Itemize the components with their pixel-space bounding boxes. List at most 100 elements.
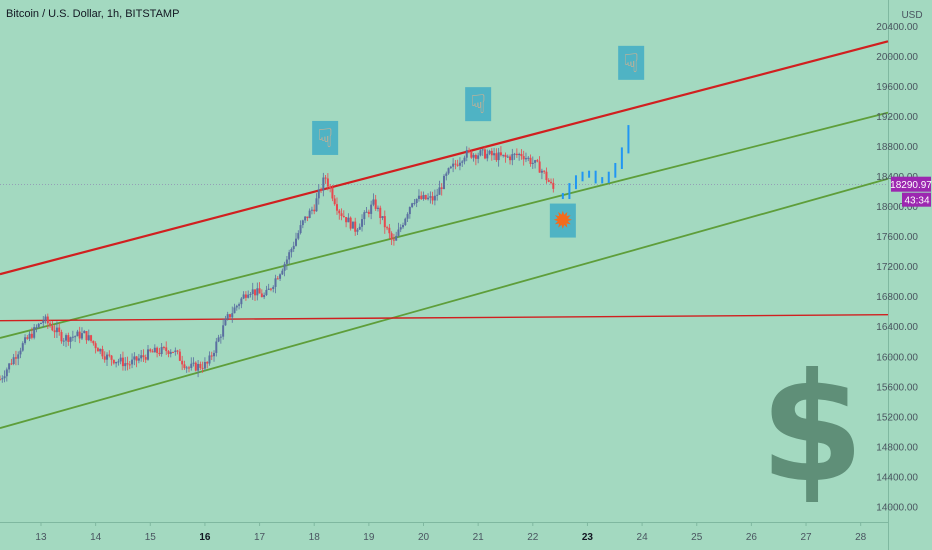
candle-body xyxy=(199,363,202,368)
y-tick-label: 14800.00 xyxy=(876,442,918,453)
candle-body xyxy=(513,153,516,155)
candle-body xyxy=(24,337,27,344)
pointing-hand-icon-box xyxy=(312,120,339,155)
candle-body xyxy=(431,196,434,201)
candle-body xyxy=(106,354,109,360)
candle-body xyxy=(522,156,525,160)
candle-body xyxy=(468,150,471,152)
candle-body xyxy=(115,361,118,364)
candle-body xyxy=(33,327,36,338)
dollar-sign-icon: $ xyxy=(760,342,864,516)
candle-body xyxy=(515,153,518,156)
candle-body xyxy=(285,259,288,264)
candle-body xyxy=(292,245,295,250)
y-tick-label: 15200.00 xyxy=(876,412,918,423)
projection-bar xyxy=(607,171,610,184)
candle-body xyxy=(235,305,238,308)
candle-body xyxy=(46,316,49,324)
candle-body xyxy=(44,316,47,321)
candle-body xyxy=(208,355,211,364)
candle-body xyxy=(461,161,464,163)
pointing-hand-icon: ☟ xyxy=(470,90,486,120)
candle-body xyxy=(140,355,143,359)
candle-body xyxy=(297,233,300,239)
candle-body xyxy=(162,347,165,349)
candle-body xyxy=(290,249,293,253)
candle-body xyxy=(424,195,427,200)
candle-body xyxy=(172,351,175,353)
candle-body xyxy=(94,343,97,349)
candle-body xyxy=(499,152,502,156)
candle-body xyxy=(224,318,227,326)
candle-body xyxy=(174,350,177,352)
candle-body xyxy=(83,331,86,334)
candle-body xyxy=(210,355,213,357)
candle-body xyxy=(495,153,498,161)
candle-body xyxy=(392,239,395,241)
candle-body xyxy=(540,170,543,173)
candle-body xyxy=(187,367,190,369)
candle-body xyxy=(8,363,11,370)
candle-body xyxy=(379,207,382,219)
candle-body xyxy=(288,252,291,260)
candle-body xyxy=(481,149,484,151)
candle-body xyxy=(65,335,68,341)
candle-body xyxy=(1,378,4,380)
candle-body xyxy=(39,323,42,325)
candle-body xyxy=(169,351,172,354)
candle-body xyxy=(397,229,400,236)
candle-body xyxy=(399,227,402,230)
candle-body xyxy=(244,294,247,298)
chart-title: Bitcoin / U.S. Dollar, 1h, BITSTAMP xyxy=(6,8,180,20)
candle-body xyxy=(240,298,243,305)
x-tick-label: 26 xyxy=(746,532,758,543)
candle-body xyxy=(283,263,286,271)
pointing-hand-icon-box xyxy=(618,45,645,80)
candle-body xyxy=(226,314,229,319)
candle-body xyxy=(509,156,512,161)
candle-body xyxy=(92,340,95,344)
candle-body xyxy=(335,204,338,211)
candle-body xyxy=(338,210,341,214)
candle-body xyxy=(167,351,170,354)
x-tick-label: 25 xyxy=(691,532,703,543)
projection-bar xyxy=(588,170,591,178)
candle-body xyxy=(124,363,127,367)
candle-body xyxy=(80,333,83,339)
candle-body xyxy=(203,361,206,369)
candle-body xyxy=(527,157,530,159)
y-tick-label: 15600.00 xyxy=(876,382,918,393)
candle-body xyxy=(260,293,263,298)
y-tick-label: 17600.00 xyxy=(876,232,918,243)
candle-body xyxy=(67,335,70,342)
candle-body xyxy=(295,238,297,246)
candle-body xyxy=(10,363,13,365)
projection-bar xyxy=(614,162,617,178)
x-tick-label: 27 xyxy=(800,532,812,543)
candle-body xyxy=(242,294,245,299)
candle-body xyxy=(534,160,537,163)
candle-body xyxy=(153,347,156,353)
candle-body xyxy=(363,212,366,220)
candle-body xyxy=(96,348,99,352)
candle-body xyxy=(511,154,514,161)
candle-body xyxy=(374,199,377,209)
y-tick-label: 14400.00 xyxy=(876,472,918,483)
candle-body xyxy=(165,347,168,352)
upper-resistance-line xyxy=(0,40,889,276)
candle-body xyxy=(331,188,334,199)
candle-body xyxy=(429,196,432,198)
candle-body xyxy=(550,181,553,183)
candle-body xyxy=(326,178,329,187)
candle-body xyxy=(367,211,370,214)
candle-body xyxy=(452,163,455,167)
candle-body xyxy=(299,225,302,234)
candle-body xyxy=(370,204,373,214)
candle-body xyxy=(42,320,45,324)
candle-body xyxy=(71,336,74,338)
candle-body xyxy=(133,356,136,360)
candle-body xyxy=(263,294,266,298)
candle-body xyxy=(267,288,270,290)
